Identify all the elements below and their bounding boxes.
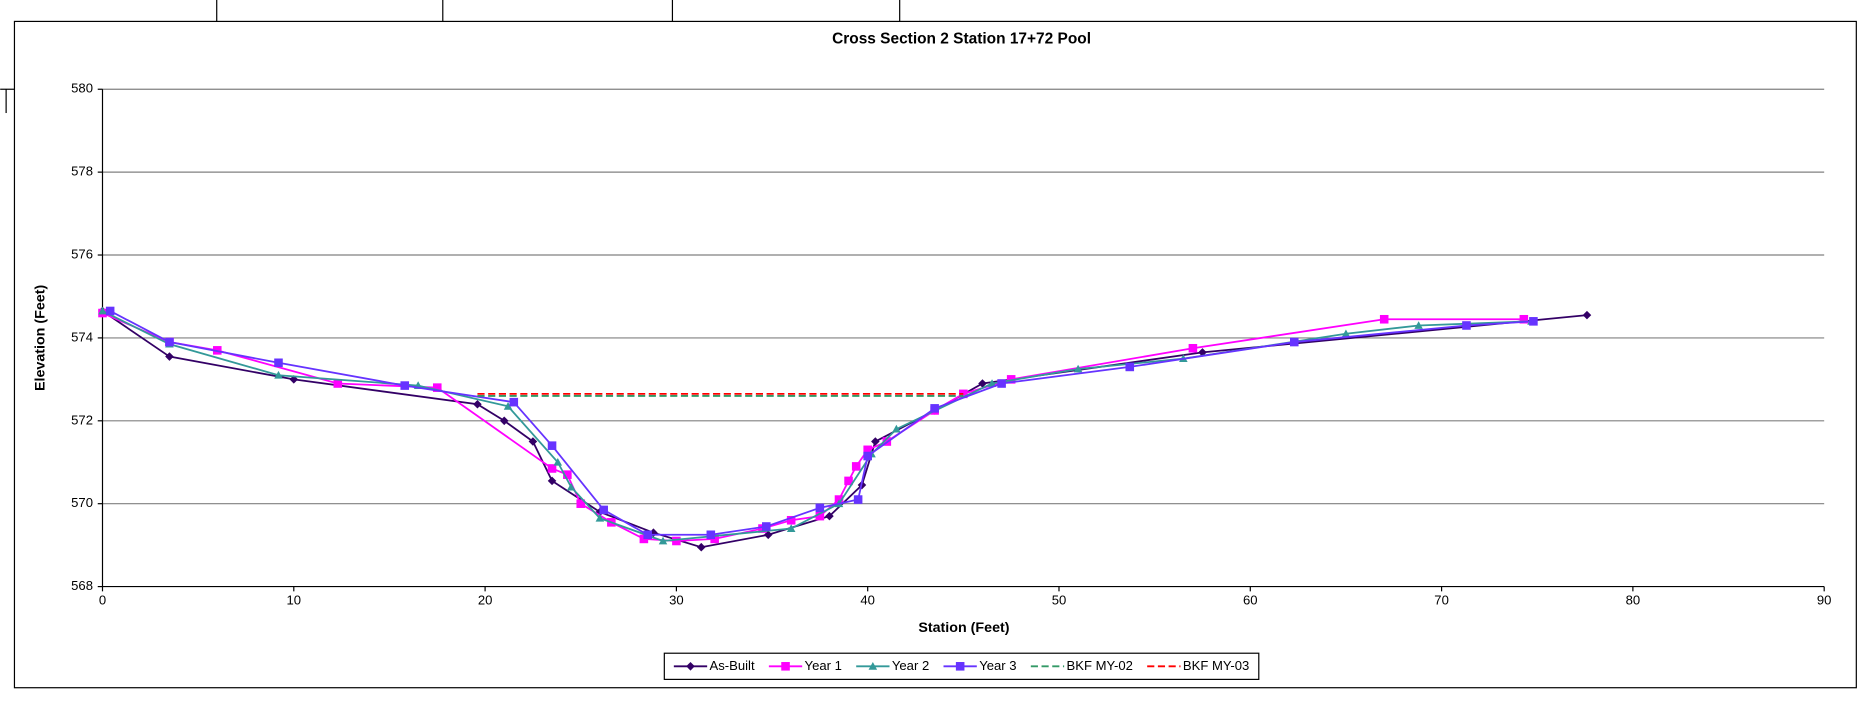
marker bbox=[1290, 337, 1299, 347]
marker bbox=[1414, 321, 1423, 329]
marker bbox=[672, 536, 681, 546]
marker bbox=[566, 482, 576, 491]
marker bbox=[165, 352, 174, 361]
marker bbox=[1073, 364, 1083, 373]
marker bbox=[686, 662, 695, 671]
marker bbox=[997, 379, 1006, 388]
y-tick-label: 576 bbox=[71, 246, 93, 261]
marker bbox=[553, 457, 563, 466]
legend-label: Year 3 bbox=[979, 658, 1016, 673]
marker bbox=[595, 513, 605, 522]
y-tick-label: 578 bbox=[71, 164, 93, 179]
marker bbox=[1188, 343, 1198, 353]
chart-border bbox=[13, 20, 1857, 689]
marker bbox=[706, 530, 716, 540]
marker bbox=[871, 437, 880, 446]
marker bbox=[643, 530, 652, 540]
marker bbox=[165, 337, 174, 347]
marker bbox=[400, 381, 410, 390]
marker bbox=[762, 522, 771, 531]
x-tick-label: 10 bbox=[287, 592, 302, 607]
marker bbox=[503, 402, 513, 410]
marker bbox=[547, 464, 557, 473]
y-tick-label: 574 bbox=[71, 329, 93, 344]
y-tick-label: 570 bbox=[71, 495, 93, 510]
x-tick-label: 60 bbox=[1243, 592, 1258, 607]
series-line bbox=[101, 310, 1588, 549]
marker bbox=[892, 424, 901, 433]
marker bbox=[528, 437, 538, 446]
y-tick-label: 580 bbox=[71, 81, 93, 96]
marker bbox=[509, 397, 519, 407]
marker bbox=[851, 462, 861, 471]
marker bbox=[786, 515, 796, 525]
x-tick-label: 40 bbox=[860, 592, 875, 607]
marker bbox=[815, 511, 825, 521]
legend: As-Built Year 1 Year 2 Year 3 BKF MY-02 BKF M… bbox=[663, 652, 1260, 680]
y-tick-label: 572 bbox=[71, 412, 93, 427]
legend-label: Year 1 bbox=[805, 658, 842, 673]
legend-label: BKF MY-03 bbox=[1183, 658, 1249, 673]
marker bbox=[955, 662, 965, 671]
marker bbox=[274, 370, 283, 379]
marker bbox=[105, 306, 115, 316]
legend-label: As-Built bbox=[710, 658, 755, 673]
x-tick-label: 80 bbox=[1626, 592, 1641, 607]
marker bbox=[547, 441, 557, 450]
chart-title: Cross Section 2 Station 17+72 Pool bbox=[832, 30, 1091, 47]
marker bbox=[763, 530, 773, 540]
marker bbox=[658, 536, 668, 545]
marker bbox=[987, 379, 997, 387]
page-frame bbox=[0, 0, 1857, 689]
marker bbox=[1519, 314, 1529, 324]
marker bbox=[1379, 314, 1389, 324]
marker bbox=[1462, 321, 1471, 330]
marker bbox=[1006, 375, 1016, 384]
marker bbox=[815, 503, 825, 513]
marker bbox=[432, 383, 442, 392]
marker bbox=[863, 451, 872, 461]
x-tick-label: 30 bbox=[669, 592, 684, 607]
marker bbox=[978, 379, 987, 388]
marker bbox=[868, 662, 878, 670]
x-tick-label: 0 bbox=[99, 592, 106, 607]
marker bbox=[844, 476, 853, 486]
marker bbox=[1529, 317, 1538, 326]
marker bbox=[786, 524, 796, 532]
marker bbox=[853, 495, 863, 504]
marker bbox=[599, 505, 608, 515]
marker bbox=[1341, 329, 1351, 338]
marker bbox=[781, 662, 790, 671]
marker bbox=[98, 306, 107, 315]
legend-label: Year 2 bbox=[892, 658, 929, 673]
marker bbox=[563, 470, 572, 479]
marker bbox=[274, 358, 283, 368]
marker bbox=[930, 404, 939, 413]
y-axis-title: Elevation (Feet) bbox=[32, 285, 48, 391]
marker bbox=[289, 375, 299, 384]
marker bbox=[1582, 310, 1592, 320]
marker bbox=[473, 399, 482, 409]
series-line bbox=[109, 310, 1534, 536]
x-axis-title: Station (Feet) bbox=[918, 620, 1009, 636]
marker bbox=[1125, 362, 1135, 372]
marker bbox=[696, 542, 706, 552]
x-tick-label: 70 bbox=[1434, 592, 1449, 607]
x-tick-label: 50 bbox=[1052, 592, 1067, 607]
x-tick-label: 90 bbox=[1817, 592, 1832, 607]
marker bbox=[333, 379, 343, 388]
marker bbox=[576, 499, 586, 508]
y-tick-label: 568 bbox=[71, 578, 93, 593]
x-tick-label: 20 bbox=[478, 592, 493, 607]
marker bbox=[825, 511, 834, 521]
legend-label: BKF MY-02 bbox=[1067, 658, 1133, 673]
series-line bbox=[102, 312, 1524, 542]
marker bbox=[863, 445, 872, 455]
